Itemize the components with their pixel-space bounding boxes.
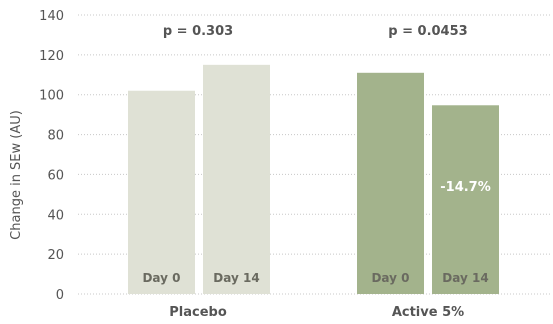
bar	[128, 90, 195, 294]
bar	[357, 72, 424, 295]
bar-annotation: -14.7%	[440, 180, 491, 195]
y-tick-label: 0	[56, 288, 64, 303]
x-group-label: Placebo	[169, 305, 227, 320]
p-value-label: p = 0.303	[163, 24, 233, 39]
y-tick-label: 60	[47, 168, 64, 183]
x-group-label: Active 5%	[392, 305, 464, 320]
y-axis-label: Change in SEw (AU)	[9, 110, 24, 240]
bars: Day 0 Day 14 p = 0.303 Placebo Day 0 Day 14 -1…	[128, 24, 499, 320]
y-tick-label: 80	[47, 129, 64, 144]
bar-label: Day 14	[442, 271, 488, 285]
y-tick-label: 100	[39, 89, 64, 104]
y-tick-label: 40	[47, 208, 64, 223]
bar	[432, 105, 499, 294]
p-value-label: p = 0.0453	[388, 24, 467, 39]
y-tick-label: 20	[47, 248, 64, 263]
bar	[203, 64, 270, 294]
bar-label: Day 0	[142, 271, 180, 285]
bar-label: Day 14	[213, 271, 259, 285]
y-axis-ticks: 0 20 40 60 80 100 120 140	[39, 9, 64, 303]
y-tick-label: 140	[39, 9, 64, 24]
y-tick-label: 120	[39, 49, 64, 64]
bar-label: Day 0	[371, 271, 409, 285]
